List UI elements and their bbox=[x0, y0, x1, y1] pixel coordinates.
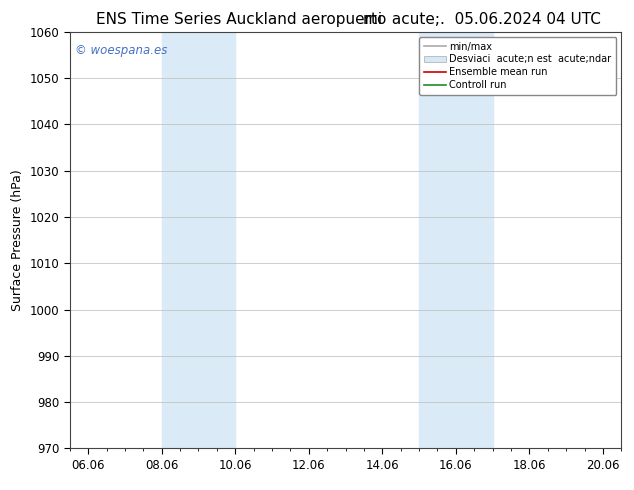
Text: mi  acute;.  05.06.2024 04 UTC: mi acute;. 05.06.2024 04 UTC bbox=[363, 12, 601, 27]
Text: ENS Time Series Auckland aeropuerto: ENS Time Series Auckland aeropuerto bbox=[96, 12, 386, 27]
Bar bbox=[162, 32, 235, 448]
Bar bbox=[419, 32, 493, 448]
Text: © woespana.es: © woespana.es bbox=[75, 44, 167, 57]
Legend: min/max, Desviaci  acute;n est  acute;ndar, Ensemble mean run, Controll run: min/max, Desviaci acute;n est acute;ndar… bbox=[419, 37, 616, 95]
Y-axis label: Surface Pressure (hPa): Surface Pressure (hPa) bbox=[11, 169, 24, 311]
